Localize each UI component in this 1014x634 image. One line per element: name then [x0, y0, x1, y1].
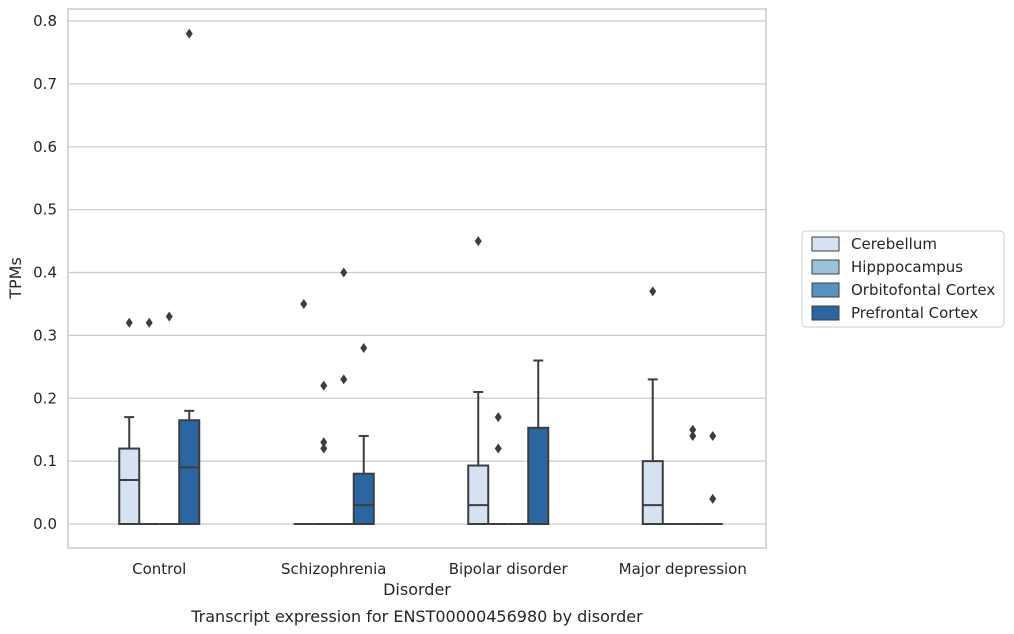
outlier-point: [649, 286, 657, 297]
box-group: [159, 311, 180, 525]
y-tick-label: 0.1: [33, 452, 57, 470]
box-group: [352, 342, 375, 526]
y-tick-label: 0.5: [33, 201, 57, 219]
outlier-point: [165, 311, 173, 322]
outlier-point: [689, 424, 697, 435]
box-body: [118, 447, 141, 525]
outlier-point: [689, 430, 697, 441]
y-tick-label: 0.3: [33, 326, 57, 344]
box-group: [488, 412, 509, 525]
chart-caption: Transcript expression for ENST0000045698…: [190, 607, 643, 626]
outlier-point: [125, 317, 133, 328]
box-group: [527, 359, 550, 525]
box-group: [178, 28, 201, 526]
y-tick-label: 0.6: [33, 138, 57, 156]
legend-label: Prefrontal Cortex: [851, 304, 978, 322]
legend-frame: [801, 230, 1005, 328]
x-tick-label: Schizophrenia: [281, 560, 386, 578]
outlier-point: [340, 374, 348, 385]
box-body: [467, 464, 490, 525]
legend-label: Orbitofontal Cortex: [851, 281, 995, 299]
legend-label: Hipppocampus: [851, 258, 963, 276]
legend-swatch: [811, 282, 840, 298]
box-group: [293, 298, 314, 525]
box-body: [178, 419, 201, 526]
outlier-point: [320, 437, 328, 448]
box-group: [139, 317, 160, 525]
box-group: [118, 317, 141, 525]
box-group: [313, 380, 334, 525]
x-tick-label: Major depression: [619, 560, 747, 578]
y-tick-label: 0.2: [33, 389, 57, 407]
outlier-point: [494, 443, 502, 454]
outlier-point: [145, 317, 153, 328]
y-tick-label: 0.8: [33, 12, 57, 30]
outlier-point: [709, 493, 717, 504]
legend-swatch: [811, 259, 840, 275]
outlier-point: [709, 430, 717, 441]
x-axis-label: Disorder: [383, 580, 451, 599]
legend-swatch: [811, 236, 840, 252]
outlier-point: [300, 298, 308, 309]
x-tick-labels: Control Schizophrenia Bipolar disorder Majo…: [132, 560, 747, 578]
outlier-point: [185, 28, 193, 39]
plot-frame: [67, 8, 767, 549]
box-group: [682, 424, 703, 525]
outlier-point: [360, 342, 368, 353]
outlier-point: [320, 380, 328, 391]
box-group: [702, 430, 723, 525]
x-tick-label: Control: [132, 560, 186, 578]
outlier-point: [474, 236, 482, 247]
outlier-point: [320, 443, 328, 454]
legend-swatch: [811, 305, 840, 321]
legend-label: Cerebellum: [851, 235, 937, 253]
y-axis-label: TPMs: [6, 257, 25, 300]
box-body: [352, 472, 375, 526]
y-tick-label: 0.0: [33, 515, 57, 533]
box-body: [641, 460, 664, 525]
box-group: [333, 267, 354, 525]
box-group: [641, 286, 664, 525]
y-tick-label: 0.7: [33, 75, 57, 93]
box-group: [467, 236, 490, 525]
legend: Cerebellum Hipppocampus Orbitofontal Corte…: [801, 230, 1005, 328]
box-series: [118, 28, 723, 526]
y-tick-label: 0.4: [33, 264, 57, 282]
box-body: [527, 426, 550, 525]
outlier-point: [340, 267, 348, 278]
outlier-point: [494, 412, 502, 423]
x-tick-label: Bipolar disorder: [449, 560, 569, 578]
y-tick-labels: 0.0 0.1 0.2 0.3 0.4 0.5 0.6 0.7 0.8: [33, 12, 57, 533]
